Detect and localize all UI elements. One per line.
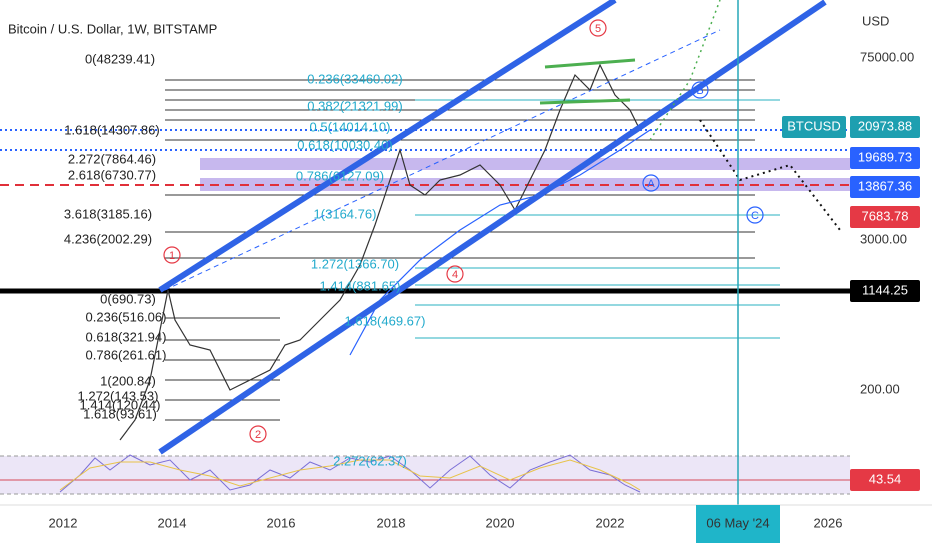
trend-green <box>544 58 636 69</box>
price-badge-text: 43.54 <box>869 471 902 486</box>
time-badge <box>696 505 780 543</box>
price-badge-text: 19689.73 <box>858 149 912 164</box>
fib-label: 1.414(120.44) <box>80 397 161 412</box>
fib-label: 1.618(14307.86) <box>64 122 159 137</box>
fib-label: 0.786(261.61) <box>86 347 167 362</box>
price-badge <box>850 206 920 228</box>
fib-label: 1.272(143.53) <box>78 388 159 403</box>
fib-label: 0(690.73) <box>100 291 156 306</box>
fib-label: 2.272(7864.46) <box>68 151 156 166</box>
channel-lower <box>158 0 827 455</box>
symbol-badge <box>782 116 846 138</box>
marker-label: B <box>696 85 703 97</box>
price-badge-text: 13867.36 <box>858 178 912 193</box>
trend-green <box>539 98 631 105</box>
price-badge <box>850 176 920 198</box>
fib-label: 1.618(93.61) <box>83 406 157 421</box>
fib-teal-label: 0.382(21321.99) <box>307 98 402 113</box>
fib-teal-label: 1.618(469.67) <box>345 313 426 328</box>
projection <box>699 119 841 231</box>
time-label: 2020 <box>486 515 515 530</box>
marker <box>746 206 764 224</box>
marker-label: 4 <box>452 269 458 281</box>
fib-teal-label: 1.414(881.65) <box>320 278 401 293</box>
marker-label: A <box>647 178 655 190</box>
fib-label: 4.236(2002.29) <box>64 231 152 246</box>
fib-teal-label: 0.5(14014.10) <box>310 119 391 134</box>
moving-average <box>349 129 651 356</box>
marker <box>249 425 267 443</box>
time-label: 2018 <box>377 515 406 530</box>
currency: USD <box>862 13 889 28</box>
fib-label: 3.618(3185.16) <box>64 206 152 221</box>
price-label: 200.00 <box>860 381 900 396</box>
rsi-signal <box>59 459 641 491</box>
price-line <box>119 63 641 441</box>
title: Bitcoin / U.S. Dollar, 1W, BITSTAMP <box>8 21 217 36</box>
time-label: 2014 <box>158 515 187 530</box>
fib-teal-label: 2.272(62.37) <box>333 453 407 468</box>
time-label: 2012 <box>49 515 78 530</box>
projection <box>649 0 721 141</box>
price-badge <box>850 147 920 169</box>
price-badge-text: 20973.88 <box>858 118 912 133</box>
price-badge-text: 1144.25 <box>862 282 908 297</box>
price-badge <box>850 469 920 491</box>
trend <box>164 29 721 291</box>
price-label: 75000.00 <box>860 49 914 64</box>
fib-label: 0.236(516.06) <box>86 309 167 324</box>
price-badge <box>850 280 920 302</box>
marker-label: 2 <box>255 429 261 441</box>
time-label: 2022 <box>596 515 625 530</box>
fib-label: 2.618(6730.77) <box>68 167 156 182</box>
time-label: 06 May '24 <box>706 515 769 530</box>
fib-teal-label: 0.786(6127.09) <box>296 168 384 183</box>
fib-teal-label: 1(3164.76) <box>314 206 377 221</box>
marker <box>446 265 464 283</box>
rsi-line <box>59 454 641 493</box>
fib-label: 0.618(321.94) <box>86 329 167 344</box>
time-label: 2016 <box>267 515 296 530</box>
marker-label: C <box>751 210 759 222</box>
symbol-text: BTCUSD <box>787 118 840 133</box>
marker <box>691 81 709 99</box>
marker <box>163 246 181 264</box>
fib-lines <box>165 79 755 421</box>
marker <box>589 19 607 37</box>
price-label: 3000.00 <box>860 231 907 246</box>
marker-label: 1 <box>169 250 175 262</box>
fib-teal-label: 0.618(10030.40) <box>297 137 392 152</box>
channel-upper <box>158 0 617 293</box>
fib-label: 1(200.84) <box>100 373 156 388</box>
time-label: 2026 <box>814 515 843 530</box>
fib-teal-label: 1.272(1366.70) <box>311 256 399 271</box>
price-badge <box>850 116 920 138</box>
fib-teal-label: 0.236(33460.02) <box>307 71 402 86</box>
fib-label: 0(48239.41) <box>85 51 155 66</box>
marker <box>642 174 660 192</box>
marker-label: 5 <box>595 23 601 35</box>
price-badge-text: 7683.78 <box>862 208 909 223</box>
